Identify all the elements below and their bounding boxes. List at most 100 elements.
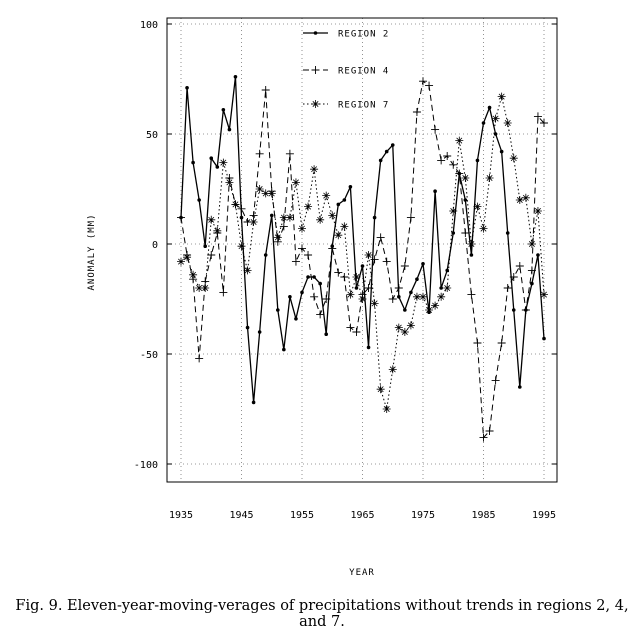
marker-dot bbox=[397, 295, 401, 299]
marker-plus bbox=[467, 290, 476, 299]
marker-plus bbox=[177, 213, 185, 222]
marker-dot bbox=[197, 198, 201, 202]
data-point-region-7 bbox=[467, 240, 476, 248]
marker-asterisk bbox=[515, 196, 524, 204]
marker-dot bbox=[487, 105, 492, 110]
data-point-region-7 bbox=[449, 207, 458, 215]
data-point-region-7 bbox=[316, 215, 325, 224]
marker-asterisk bbox=[425, 306, 434, 314]
marker-plus bbox=[419, 77, 427, 86]
marker-asterisk bbox=[376, 385, 385, 394]
data-point-region-4 bbox=[237, 204, 246, 213]
marker-dot bbox=[463, 198, 468, 202]
data-point-region-2 bbox=[518, 385, 522, 389]
marker-dot bbox=[511, 308, 516, 312]
data-point-region-7 bbox=[473, 202, 482, 211]
x-tick-label: 1955 bbox=[290, 510, 314, 521]
data-point-region-4 bbox=[322, 295, 331, 303]
legend-label-region-4: REGION 4 bbox=[338, 67, 389, 77]
marker-plus bbox=[334, 268, 343, 277]
data-point-region-7 bbox=[461, 174, 470, 182]
marker-plus bbox=[497, 339, 506, 347]
marker-plus bbox=[515, 262, 524, 270]
data-point-region-7 bbox=[370, 299, 379, 308]
marker-plus bbox=[285, 149, 294, 158]
data-point-region-4 bbox=[207, 251, 216, 259]
marker-dot bbox=[324, 332, 329, 337]
marker-asterisk bbox=[298, 224, 306, 233]
marker-dot bbox=[372, 215, 377, 220]
legend-item-region-4: REGION 4 bbox=[303, 66, 389, 77]
data-point-region-7 bbox=[243, 266, 252, 275]
data-point-region-7 bbox=[310, 165, 319, 174]
data-point-region-7 bbox=[431, 301, 440, 310]
marker-asterisk bbox=[443, 284, 452, 292]
data-point-region-7 bbox=[346, 290, 355, 299]
marker-plus bbox=[449, 160, 458, 169]
marker-plus bbox=[291, 257, 300, 266]
marker-plus bbox=[521, 306, 530, 314]
data-point-region-2 bbox=[276, 308, 280, 312]
data-point-region-4 bbox=[527, 266, 536, 275]
marker-asterisk bbox=[346, 290, 355, 299]
data-point-region-7 bbox=[261, 189, 270, 198]
marker-asterisk bbox=[382, 405, 391, 413]
marker-asterisk bbox=[279, 213, 288, 222]
data-point-region-4 bbox=[473, 339, 482, 347]
marker-asterisk bbox=[340, 222, 349, 231]
data-point-region-2 bbox=[542, 336, 546, 341]
data-point-region-7 bbox=[412, 292, 421, 301]
marker-dot bbox=[505, 231, 510, 235]
data-point-region-4 bbox=[219, 288, 228, 297]
data-point-region-4 bbox=[364, 284, 373, 292]
data-point-region-2 bbox=[263, 253, 268, 257]
data-point-region-2 bbox=[185, 86, 189, 90]
y-tick-label: 50 bbox=[146, 130, 158, 141]
data-point-region-4 bbox=[394, 284, 403, 292]
data-point-region-7 bbox=[419, 292, 427, 301]
tick-labels: 100 50 0 -50 -100 1935 1945 1955 1965 1975 1985 199… bbox=[134, 20, 556, 521]
data-point-region-2 bbox=[354, 286, 359, 290]
marker-dot bbox=[451, 231, 456, 235]
marker-plus bbox=[370, 255, 379, 264]
y-tick-label: 100 bbox=[140, 20, 158, 31]
data-point-region-2 bbox=[282, 347, 286, 352]
marker-asterisk bbox=[358, 295, 367, 303]
data-point-region-7 bbox=[382, 405, 391, 413]
data-point-region-2 bbox=[318, 281, 322, 286]
marker-dot bbox=[313, 31, 318, 35]
marker-asterisk bbox=[419, 292, 427, 301]
marker-dot bbox=[288, 295, 292, 299]
data-point-region-4 bbox=[370, 255, 379, 264]
marker-dot bbox=[203, 244, 207, 248]
marker-asterisk bbox=[213, 226, 222, 235]
data-point-region-7 bbox=[455, 136, 464, 145]
data-point-region-7 bbox=[231, 200, 240, 209]
y-tick-label: -100 bbox=[134, 460, 158, 471]
data-point-region-2 bbox=[433, 189, 437, 193]
marker-dot bbox=[518, 385, 522, 389]
data-point-region-7 bbox=[195, 284, 204, 292]
marker-asterisk bbox=[449, 207, 458, 215]
marker-dot bbox=[475, 158, 480, 163]
marker-plus bbox=[261, 86, 270, 94]
data-point-region-7 bbox=[183, 253, 192, 262]
marker-plus bbox=[376, 233, 385, 242]
y-tick-label: -50 bbox=[140, 350, 158, 361]
marker-plus bbox=[346, 323, 355, 332]
data-point-region-2 bbox=[245, 325, 250, 330]
marker-asterisk bbox=[352, 273, 361, 281]
data-point-region-7 bbox=[189, 270, 198, 279]
marker-plus bbox=[455, 169, 464, 178]
data-point-region-7 bbox=[509, 154, 518, 163]
data-point-region-4 bbox=[291, 257, 300, 266]
marker-dot bbox=[342, 198, 347, 202]
marker-dot bbox=[493, 132, 498, 136]
data-point-region-7 bbox=[540, 290, 548, 299]
marker-dot bbox=[354, 286, 359, 290]
marker-dot bbox=[421, 262, 425, 266]
series-region-2 bbox=[179, 75, 546, 405]
data-point-region-7 bbox=[334, 231, 343, 240]
marker-dot bbox=[409, 290, 413, 295]
marker-asterisk bbox=[291, 178, 300, 187]
